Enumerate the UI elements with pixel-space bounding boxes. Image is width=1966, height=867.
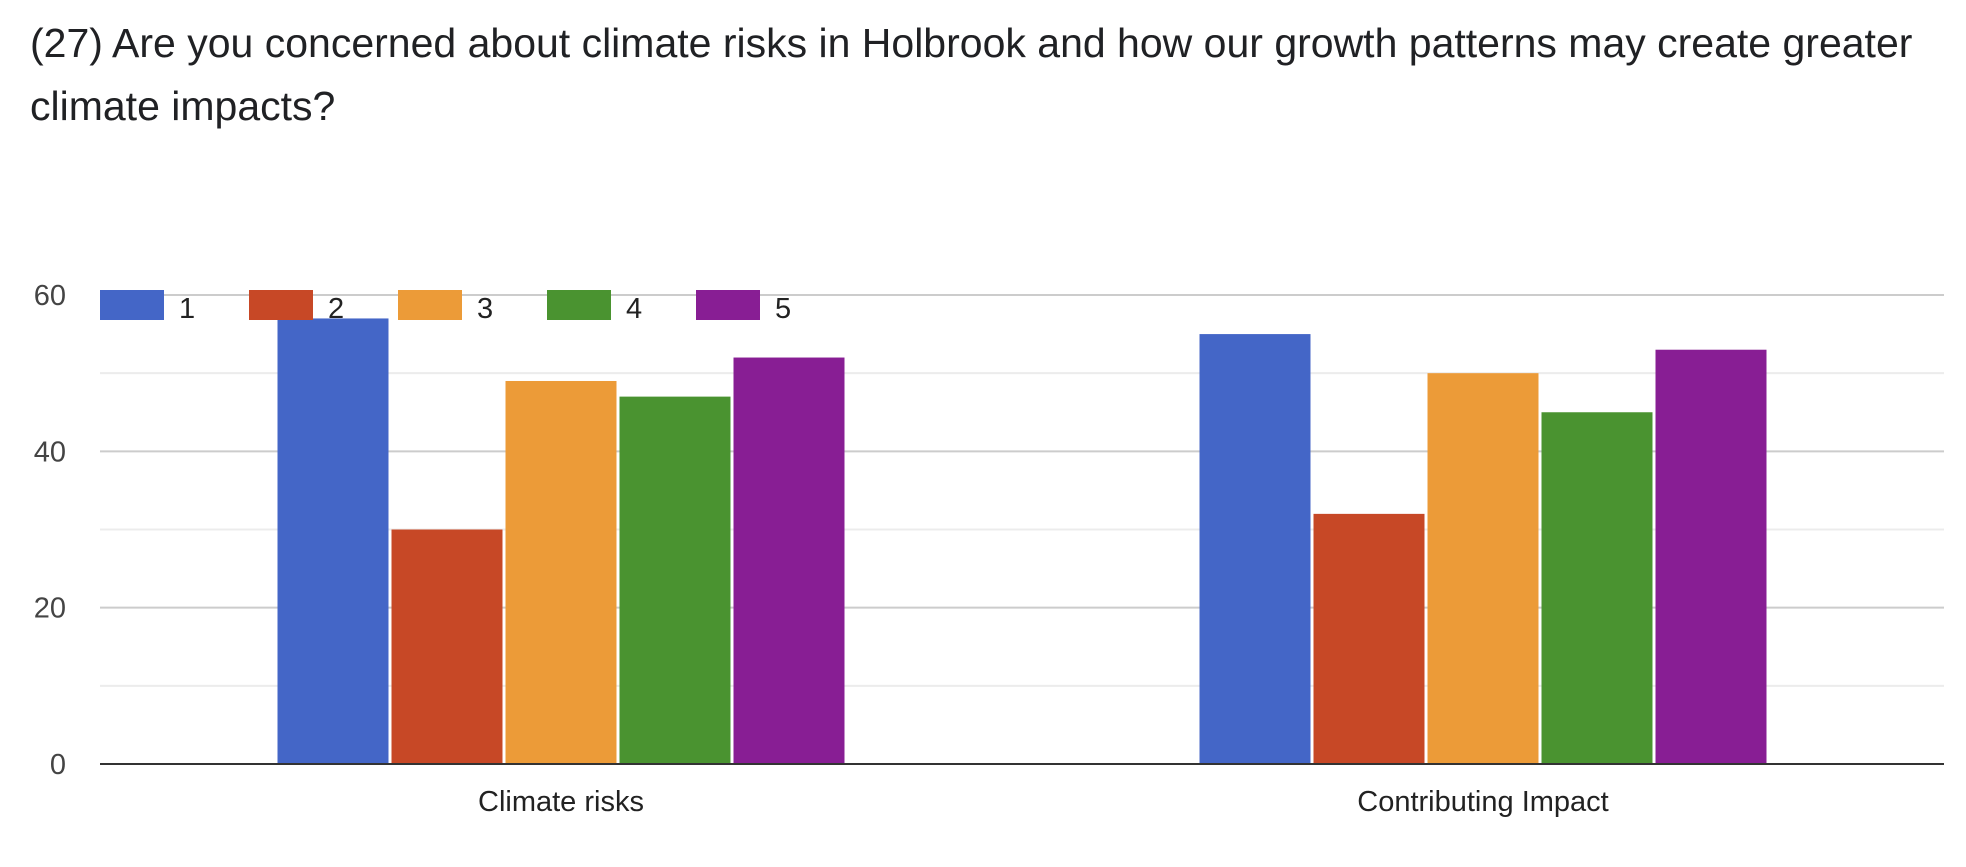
legend-layer: 1 2 3 4 5 (100, 290, 791, 325)
x-category-label: Contributing Impact (1357, 786, 1608, 818)
bar-series-1-2 (1199, 334, 1311, 764)
bar-series-3-1 (505, 380, 617, 764)
question-title: (27) Are you concerned about climate ris… (30, 20, 1913, 129)
legend-swatch-2 (249, 290, 313, 320)
legend-swatch-5 (696, 290, 760, 320)
legend-swatch-4 (547, 290, 611, 320)
legend-label-5: 5 (775, 293, 791, 325)
bar-series-5-2 (1655, 349, 1767, 764)
y-tick-label: 60 (34, 280, 66, 312)
legend-label-1: 1 (179, 293, 195, 325)
bar-series-4-1 (619, 396, 731, 764)
bar-series-2-2 (1313, 513, 1425, 764)
bar-series-3-2 (1427, 373, 1539, 764)
bar-series-5-1 (733, 357, 845, 764)
legend-label-4: 4 (626, 293, 642, 325)
y-tick-label: 20 (34, 593, 66, 625)
bars-layer (277, 318, 1767, 764)
y-tick-label: 40 (34, 436, 66, 468)
bar-series-2-1 (391, 529, 503, 764)
y-tick-label: 0 (50, 749, 66, 781)
x-category-label: Climate risks (478, 786, 644, 818)
legend-label-3: 3 (477, 293, 493, 325)
legend-label-2: 2 (328, 293, 344, 325)
bar-series-4-2 (1541, 412, 1653, 764)
legend-swatch-3 (398, 290, 462, 320)
legend-swatch-1 (100, 290, 164, 320)
bar-series-1-1 (277, 318, 389, 764)
axis-layer: 0 20 40 60 Climate risks Contributing Impact (34, 280, 1944, 818)
